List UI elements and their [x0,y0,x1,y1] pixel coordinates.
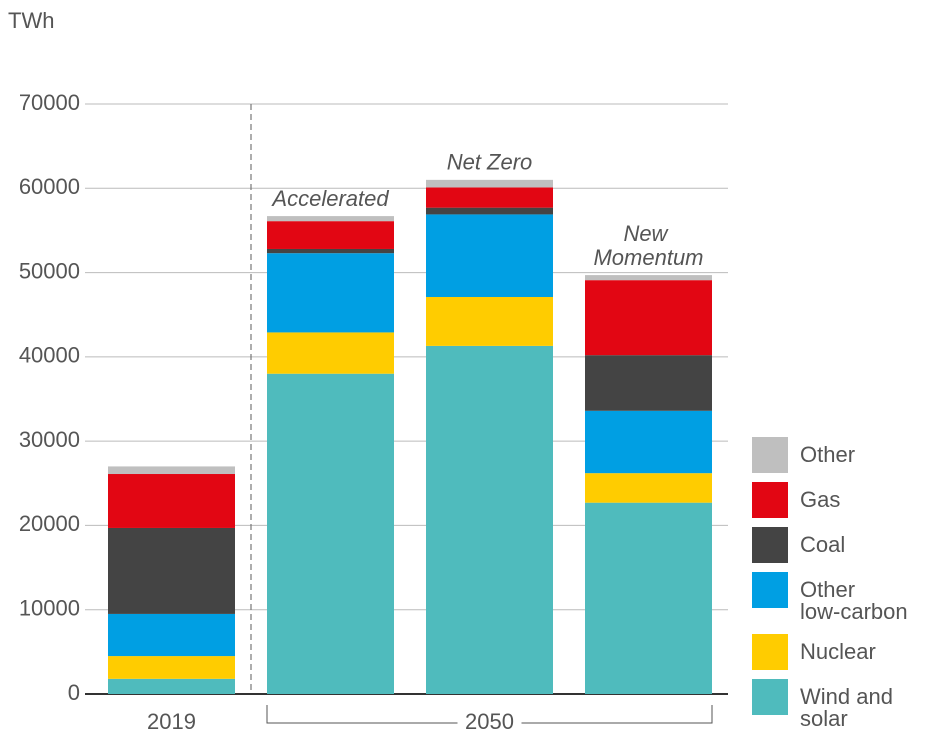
bar-segment [267,216,394,222]
bar-segment [585,473,712,503]
bar-segment [585,410,712,474]
bar-segment [585,280,712,356]
bar-segment [267,253,394,333]
bar-segment [108,613,235,657]
bar-segment [426,207,553,215]
bar-segment [267,221,394,249]
y-tick-label: 60000 [19,174,80,199]
bar-segment [426,297,553,346]
group-label: 2050 [465,709,514,734]
bar-segment [426,345,553,694]
legend-swatch [752,482,788,518]
y-tick-label: 20000 [19,511,80,536]
bar-label: New Momentum [593,221,703,270]
bar-segment [585,355,712,411]
y-tick-label: 50000 [19,258,80,283]
legend-label: Nuclear [800,639,876,664]
bar-label: Net Zero [447,150,533,175]
bar-segment [585,502,712,694]
group-label-bg [457,710,522,736]
legend-swatch [752,437,788,473]
bar-segment [426,214,553,298]
bar-segment [267,332,394,374]
bar-segment [108,474,235,528]
legend-label: Other [800,442,855,467]
legend-label: Wind and solar [800,684,899,731]
legend-swatch [752,679,788,715]
bar-segment [426,179,553,188]
group-label: 2019 [147,709,196,734]
y-axis-label: TWh [8,8,54,33]
legend-swatch [752,572,788,608]
legend-label: Gas [800,487,840,512]
y-tick-label: 70000 [19,90,80,115]
y-tick-label: 10000 [19,596,80,621]
bar-segment [108,527,235,614]
bar-segment [585,275,712,281]
bar-label: Accelerated [270,186,389,211]
bar-segment [426,187,553,208]
y-tick-label: 40000 [19,343,80,368]
legend-label: Other low-carbon [800,577,908,624]
legend-label: Coal [800,532,845,557]
bar-segment [108,466,235,475]
bar-segment [267,373,394,694]
y-tick-label: 0 [68,680,80,705]
legend-swatch [752,634,788,670]
y-tick-label: 30000 [19,427,80,452]
bar-segment [108,656,235,679]
bar-segment [267,248,394,254]
legend-swatch [752,527,788,563]
bar-segment [108,678,235,694]
